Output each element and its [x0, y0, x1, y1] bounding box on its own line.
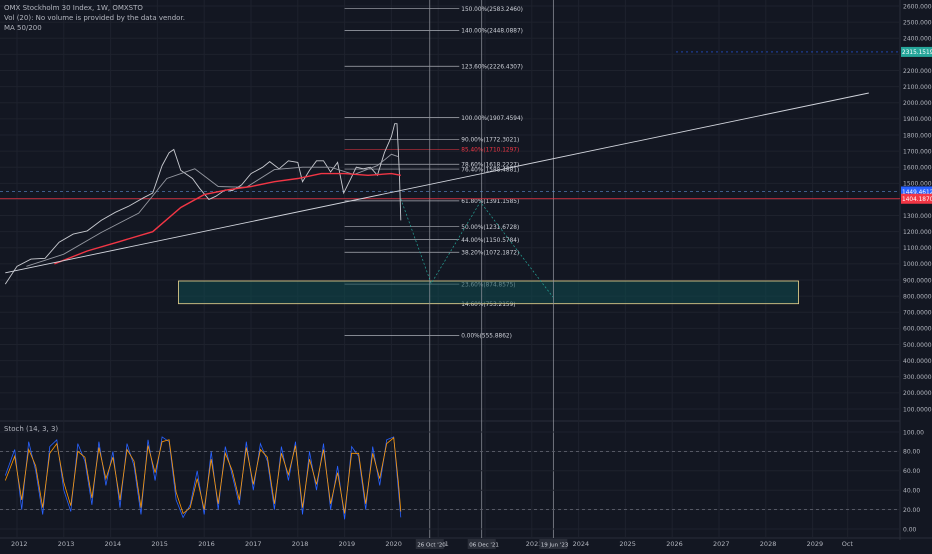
y-tick-label: 1600.0000 [903, 165, 932, 172]
x-tick-label: 2028 [760, 540, 777, 548]
ma-label: MA 50/200 [4, 24, 42, 32]
stoch-d-line [4, 437, 402, 515]
fib-level-label: 100.00%(1907.4594) [461, 116, 523, 122]
target-price-label: 2315.1519 [902, 50, 932, 56]
x-tick-label: 2018 [292, 540, 309, 548]
y-tick-label: 2500.0000 [903, 19, 932, 26]
y-tick-label: 900.0000 [903, 277, 932, 284]
time-marker-label: 06 Dec '21 [469, 543, 499, 549]
fib-level-label: 61.80%(1391.1585) [461, 199, 519, 205]
y-tick-label: 600.0000 [903, 326, 932, 333]
x-tick-label: 2020 [385, 540, 402, 548]
x-tick-label: 2012 [11, 540, 28, 548]
fib-level-label: 78.60%(1618.2227) [461, 162, 519, 168]
stoch-y-tick-label: 20.00 [903, 507, 920, 514]
time-marker-box [467, 539, 496, 549]
fib-level-label: 44.00%(1150.5784) [461, 238, 519, 244]
x-tick-label: 2016 [198, 540, 215, 548]
fib-level-label: 123.60%(2226.4307) [461, 64, 523, 70]
x-tick-label: 2023 [526, 540, 543, 548]
fib-level-label: 85.40%(1710.1297) [461, 148, 519, 154]
trendline [5, 92, 869, 274]
fib-level-label: 38.20%(1072.1872) [461, 250, 519, 256]
y-tick-label: 2600.0000 [903, 3, 932, 10]
prior-price-label: 1449.4612 [902, 190, 932, 196]
time-marker-box [539, 539, 568, 549]
stoch-y-tick-label: 60.00 [903, 468, 920, 475]
y-tick-label: 200.0000 [903, 390, 932, 397]
fib-level-label: 50.00%(1231.6728) [461, 225, 519, 231]
y-tick-label: 1200.0000 [903, 229, 932, 236]
y-tick-label: 500.0000 [903, 342, 932, 349]
x-tick-label: 2024 [573, 540, 590, 548]
y-tick-label: 1100.0000 [903, 245, 932, 252]
x-tick-label: 2027 [713, 540, 730, 548]
x-tick-label: 2029 [807, 540, 824, 548]
y-tick-label: 1700.0000 [903, 148, 932, 155]
target-zone [178, 280, 799, 305]
prior-price-label-box [901, 186, 932, 197]
y-tick-label: 800.0000 [903, 293, 932, 300]
price-line [4, 123, 402, 285]
stoch-legend: Stoch (14, 3, 3) [4, 425, 59, 433]
stoch-y-tick-label: 100.00 [903, 429, 924, 436]
y-tick-label: 1300.0000 [903, 213, 932, 220]
y-tick-label: 1900.0000 [903, 116, 932, 123]
stoch-y-tick-label: 0.00 [903, 526, 917, 533]
fib-level-label: 76.40%(1588.4881) [461, 167, 519, 173]
y-tick-label: 2400.0000 [903, 36, 932, 43]
ma200-line [54, 172, 401, 265]
y-tick-label: 2200.0000 [903, 68, 932, 75]
y-tick-label: 700.0000 [903, 310, 932, 317]
y-tick-label: 2100.0000 [903, 84, 932, 91]
time-marker-label: 19 Jun '23 [541, 543, 569, 549]
x-tick-label: 2019 [339, 540, 356, 548]
x-tick-label: Oct [842, 540, 854, 548]
volume-note: Vol (20): No volume is provided by the d… [4, 14, 185, 22]
y-tick-label: 2000.0000 [903, 100, 932, 107]
y-tick-label: 1800.0000 [903, 132, 932, 139]
y-tick-label: 400.0000 [903, 358, 932, 365]
fib-level-label: 14.60%(753.2159) [461, 302, 515, 308]
projection-path [400, 198, 554, 298]
x-tick-label: 2017 [245, 540, 262, 548]
y-tick-label: 100.0000 [903, 406, 932, 413]
x-tick-label: 2026 [666, 540, 683, 548]
fib-level-label: 0.00%(555.8862) [461, 334, 512, 340]
chart-legend: OMX Stockholm 30 Index, 1W, OMXSTO Vol (… [4, 3, 185, 33]
x-tick-label: 2014 [105, 540, 122, 548]
y-tick-label: 1000.0000 [903, 261, 932, 268]
y-tick-label: 300.0000 [903, 374, 932, 381]
x-tick-label: 2013 [58, 540, 75, 548]
y-tick-label: 1500.0000 [903, 181, 932, 188]
target-price-label-box [901, 46, 932, 57]
current-price-label-box [901, 193, 932, 204]
fib-level-label: 140.00%(2448.0887) [461, 29, 523, 35]
current-price-label: 1404.1870 [902, 197, 932, 203]
stoch-y-tick-label: 40.00 [903, 488, 920, 495]
fib-level-label: 90.00%(1772.3021) [461, 138, 519, 144]
x-tick-label: 2025 [619, 540, 636, 548]
time-marker-box [415, 539, 444, 549]
chart-title: OMX Stockholm 30 Index, 1W, OMXSTO [4, 4, 143, 12]
stoch-y-tick-label: 80.00 [903, 449, 920, 456]
x-tick-label: 2015 [151, 540, 168, 548]
fib-level-label: 150.00%(2583.2460) [461, 7, 523, 13]
time-marker-label: 26 Oct '20 [417, 543, 446, 549]
